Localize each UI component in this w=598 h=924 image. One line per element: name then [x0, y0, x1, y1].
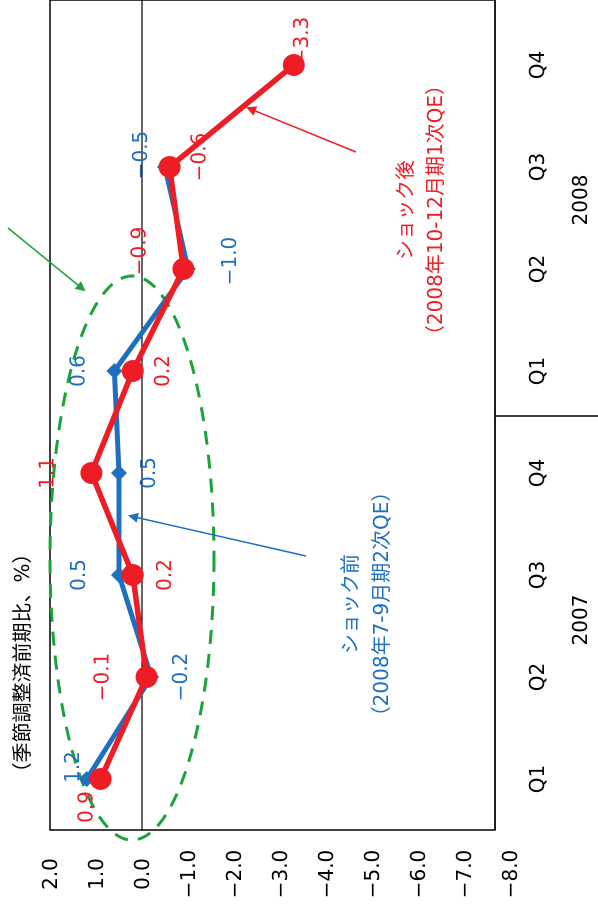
data-label: −0.9: [126, 227, 150, 276]
y-tick-label: −2.0: [222, 850, 246, 899]
marker-after: [135, 666, 158, 688]
series-line-after: [88, 62, 296, 781]
data-label: −3.3: [289, 17, 313, 66]
data-label: 0.5: [136, 457, 160, 489]
data-label: 0.6: [65, 355, 89, 387]
y-tick-label: 1.0: [84, 858, 108, 890]
data-label: −0.2: [168, 653, 192, 702]
category-label: Q2: [525, 255, 549, 283]
category-label: Q1: [525, 357, 549, 385]
y-axis-title: （季節調整済前期比、%）: [10, 543, 34, 782]
data-label: 1.2: [60, 751, 84, 783]
marker-after: [282, 54, 305, 76]
marker-before: [106, 363, 123, 379]
green-arrow: [7, 227, 86, 292]
y-tick-label: −7.0: [452, 850, 476, 899]
y-tick-label: −3.0: [268, 850, 292, 899]
y-tick-label: 2.0: [38, 858, 62, 890]
y-tick-label: −6.0: [406, 850, 430, 899]
annotation-after-line2: （2008年10-12月期1次QE）: [423, 75, 447, 345]
blue-arrow: [128, 512, 307, 557]
data-label: 0.5: [66, 559, 90, 591]
marker-after: [121, 360, 144, 382]
annotation-after-line1: ショック後: [393, 160, 417, 260]
data-label: −0.6: [187, 133, 211, 182]
year-label-2007: 2007: [568, 595, 592, 646]
highlight-ellipse: [48, 274, 216, 842]
y-tick-label: −5.0: [360, 850, 384, 899]
category-label: Q2: [525, 663, 549, 691]
y-tick-label: −8.0: [498, 850, 522, 899]
category-label: Q4: [525, 51, 549, 79]
marker-after: [80, 462, 103, 484]
data-label: 0.2: [150, 355, 174, 387]
category-label: Q4: [525, 459, 549, 487]
y-tick-label: −4.0: [314, 850, 338, 899]
y-tick-label: 0.0: [130, 858, 154, 890]
category-label: Q3: [525, 561, 549, 589]
marker-after: [172, 258, 195, 280]
data-label: 0.2: [152, 559, 176, 591]
category-label: Q1: [525, 765, 549, 793]
annotation-before-line2: （2008年7-9月期2次QE）: [369, 482, 393, 727]
y-tick-label: −1.0: [176, 850, 200, 899]
data-label: −0.1: [90, 653, 114, 702]
data-label: −1.0: [217, 237, 241, 286]
red-arrow: [246, 106, 357, 153]
marker-after: [89, 768, 112, 790]
category-label: Q3: [525, 153, 549, 181]
annotation-before-line1: ショック前: [338, 554, 362, 654]
marker-after: [158, 156, 181, 178]
marker-after: [121, 564, 144, 586]
data-label: 1.1: [34, 457, 58, 489]
data-label: −0.5: [128, 131, 152, 180]
marker-before: [111, 465, 127, 481]
data-label: 0.9: [74, 791, 98, 823]
year-label-2008: 2008: [568, 175, 592, 226]
